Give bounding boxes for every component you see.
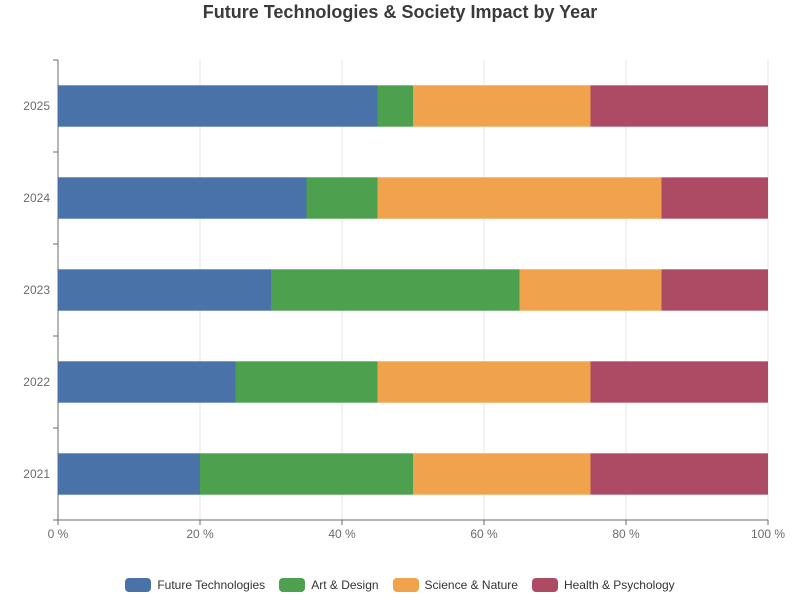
legend-label: Science & Nature (424, 578, 518, 592)
legend-item[interactable]: Future Technologies (123, 578, 267, 592)
legend-label: Future Technologies (157, 578, 266, 592)
bar-segment (58, 177, 307, 219)
x-tick-label: 20 % (186, 527, 214, 541)
bar-segment (58, 361, 236, 403)
bar-segment (413, 453, 591, 495)
bar-segment (377, 177, 662, 219)
legend-swatch (279, 578, 306, 592)
x-tick-label: 40 % (328, 527, 356, 541)
bar-segment (235, 361, 378, 403)
bar-segment (58, 269, 271, 311)
bar-segment (661, 269, 768, 311)
legend-item[interactable]: Science & Nature (391, 578, 520, 592)
bar-segment (58, 85, 378, 127)
bar-segment (377, 361, 591, 403)
bar-segment (590, 453, 768, 495)
y-tick-label: 2021 (23, 467, 50, 481)
legend-swatch (392, 578, 419, 592)
bar-segment (661, 177, 768, 219)
x-tick-label: 0 % (48, 527, 69, 541)
bar-segment (58, 453, 200, 495)
x-tick-label: 80 % (612, 527, 640, 541)
bar-segment (200, 453, 413, 495)
bar-segment (590, 361, 768, 403)
y-tick-label: 2022 (23, 375, 50, 389)
bar-segment (590, 85, 768, 127)
y-tick-label: 2024 (23, 191, 50, 205)
bar-segment (413, 85, 591, 127)
legend-swatch (531, 578, 558, 592)
legend-item[interactable]: Health & Psychology (530, 578, 677, 592)
bar-segment (271, 269, 520, 311)
legend-swatch (125, 578, 152, 592)
legend: Future Technologies Art & Design Science &… (0, 578, 800, 592)
legend-item[interactable]: Art & Design (277, 578, 380, 592)
y-tick-label: 2025 (23, 99, 50, 113)
x-tick-label: 100 % (751, 527, 785, 541)
bar-segment (377, 85, 413, 127)
chart-title: Future Technologies & Society Impact by … (202, 2, 598, 22)
legend-label: Art & Design (311, 578, 379, 592)
y-tick-label: 2023 (23, 283, 50, 297)
legend-label: Health & Psychology (563, 578, 675, 592)
plot-area: 0 % 20 % 40 % 60 % 80 % 100 % 2021 2022 2023 2024… (23, 59, 785, 541)
bar-segment (519, 269, 662, 311)
x-tick-label: 60 % (470, 527, 498, 541)
bar-segment (306, 177, 378, 219)
